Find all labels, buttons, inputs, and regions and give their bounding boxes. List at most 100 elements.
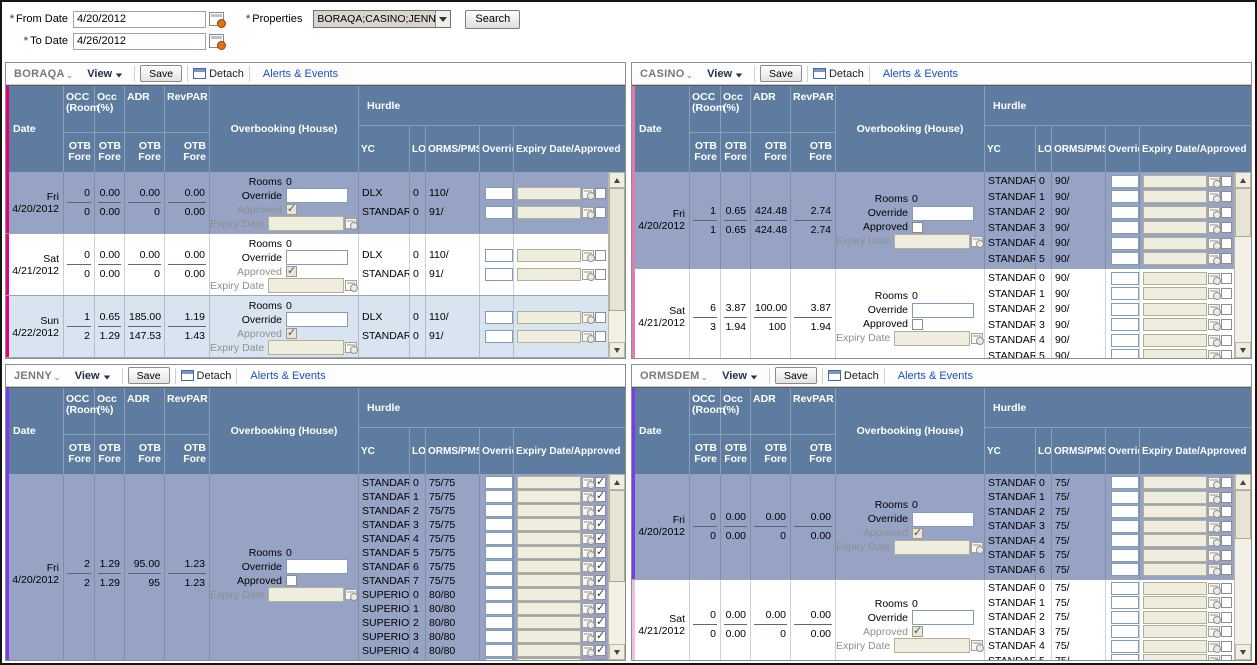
- expiry-date-input[interactable]: [268, 340, 344, 355]
- approved-checkbox[interactable]: [286, 326, 297, 339]
- hurdle-approved-checkbox[interactable]: [1221, 334, 1232, 346]
- hurdle-expiry-calendar-icon[interactable]: [1208, 582, 1221, 595]
- hurdle-expiry-calendar-icon[interactable]: [582, 575, 595, 587]
- hurdle-approved-checkbox[interactable]: [595, 187, 606, 199]
- hurdle-override-input[interactable]: [485, 644, 513, 657]
- override-input[interactable]: [286, 559, 348, 574]
- scrollbar-thumb[interactable]: [1235, 490, 1251, 540]
- hurdle-expiry-calendar-icon[interactable]: [1208, 611, 1221, 624]
- hurdle-override-input[interactable]: [1111, 476, 1139, 490]
- hurdle-approved-checkbox[interactable]: [595, 546, 606, 558]
- hurdle-override-input[interactable]: [485, 546, 513, 559]
- hurdle-override-input[interactable]: [1111, 548, 1139, 562]
- hurdle-approved-checkbox[interactable]: [595, 658, 606, 660]
- view-menu-button[interactable]: View: [722, 370, 758, 382]
- hurdle-expiry-calendar-icon[interactable]: [1208, 253, 1221, 266]
- hurdle-expiry-calendar-icon[interactable]: [1208, 655, 1221, 660]
- alerts-events-link[interactable]: Alerts & Events: [882, 67, 959, 80]
- hurdle-expiry-input[interactable]: [517, 186, 581, 200]
- hurdle-expiry-input[interactable]: [517, 532, 581, 545]
- hurdle-expiry-calendar-icon[interactable]: [582, 206, 595, 219]
- hurdle-override-input[interactable]: [485, 205, 513, 219]
- hurdle-override-input[interactable]: [1111, 271, 1139, 285]
- hurdle-expiry-calendar-icon[interactable]: [1208, 564, 1221, 577]
- hurdle-approved-checkbox[interactable]: [1221, 491, 1232, 503]
- hurdle-expiry-input[interactable]: [1143, 271, 1207, 285]
- hurdle-expiry-calendar-icon[interactable]: [582, 268, 595, 281]
- expiry-date-input[interactable]: [268, 587, 344, 602]
- hurdle-override-input[interactable]: [1111, 581, 1139, 595]
- override-input[interactable]: [286, 312, 348, 327]
- properties-dropdown-arrow[interactable]: [435, 11, 451, 27]
- hurdle-override-input[interactable]: [485, 602, 513, 615]
- override-input[interactable]: [912, 511, 974, 527]
- hurdle-approved-checkbox[interactable]: [595, 206, 606, 218]
- from-date-input[interactable]: [73, 10, 206, 28]
- hurdle-override-input[interactable]: [485, 329, 513, 343]
- hurdle-approved-checkbox[interactable]: [1221, 626, 1232, 638]
- hurdle-expiry-input[interactable]: [517, 616, 581, 629]
- hurdle-override-input[interactable]: [1111, 333, 1139, 347]
- hurdle-expiry-input[interactable]: [1143, 581, 1207, 595]
- hurdle-expiry-calendar-icon[interactable]: [1208, 237, 1221, 250]
- hurdle-override-input[interactable]: [485, 518, 513, 531]
- approved-checkbox[interactable]: [912, 526, 923, 539]
- hurdle-expiry-input[interactable]: [1143, 190, 1207, 204]
- scrollbar-track[interactable]: [609, 188, 625, 342]
- hurdle-expiry-input[interactable]: [1143, 302, 1207, 316]
- expiry-calendar-icon[interactable]: [345, 342, 358, 354]
- hurdle-expiry-calendar-icon[interactable]: [582, 477, 595, 489]
- hurdle-override-input[interactable]: [1111, 174, 1139, 188]
- hurdle-approved-checkbox[interactable]: [1221, 535, 1232, 547]
- hurdle-approved-checkbox[interactable]: [595, 518, 606, 530]
- hurdle-expiry-calendar-icon[interactable]: [582, 631, 595, 643]
- vertical-scrollbar[interactable]: [1234, 172, 1251, 358]
- hurdle-approved-checkbox[interactable]: [1221, 319, 1232, 331]
- override-input[interactable]: [286, 188, 348, 203]
- scroll-down-button[interactable]: [1235, 644, 1251, 660]
- hurdle-expiry-calendar-icon[interactable]: [1208, 491, 1221, 504]
- hurdle-expiry-calendar-icon[interactable]: [1208, 319, 1221, 332]
- hurdle-expiry-input[interactable]: [1143, 252, 1207, 266]
- hurdle-expiry-input[interactable]: [1143, 625, 1207, 639]
- hurdle-override-input[interactable]: [1111, 563, 1139, 577]
- hurdle-approved-checkbox[interactable]: [595, 616, 606, 628]
- hurdle-expiry-calendar-icon[interactable]: [1208, 535, 1221, 548]
- expiry-calendar-icon[interactable]: [971, 640, 984, 652]
- scroll-up-button[interactable]: [1235, 474, 1251, 490]
- hurdle-expiry-calendar-icon[interactable]: [1208, 288, 1221, 301]
- approved-checkbox[interactable]: [286, 264, 297, 277]
- hurdle-expiry-input[interactable]: [1143, 654, 1207, 660]
- approved-checkbox[interactable]: [912, 221, 923, 233]
- hurdle-override-input[interactable]: [1111, 505, 1139, 519]
- hurdle-expiry-input[interactable]: [517, 267, 581, 281]
- hurdle-override-input[interactable]: [485, 490, 513, 503]
- hurdle-expiry-calendar-icon[interactable]: [582, 603, 595, 615]
- hurdle-approved-checkbox[interactable]: [1221, 237, 1232, 249]
- hurdle-expiry-calendar-icon[interactable]: [582, 505, 595, 517]
- expiry-date-input[interactable]: [894, 539, 970, 555]
- override-input[interactable]: [286, 250, 348, 265]
- view-menu-button[interactable]: View: [87, 68, 123, 80]
- approved-checkbox[interactable]: [912, 318, 923, 330]
- hurdle-expiry-input[interactable]: [517, 476, 581, 489]
- detach-button[interactable]: Detach: [827, 370, 879, 382]
- detach-button[interactable]: Detach: [812, 68, 864, 80]
- hurdle-expiry-calendar-icon[interactable]: [582, 519, 595, 531]
- hurdle-override-input[interactable]: [1111, 236, 1139, 250]
- hurdle-approved-checkbox[interactable]: [1221, 564, 1232, 576]
- hurdle-approved-checkbox[interactable]: [1221, 597, 1232, 609]
- panel-menu-caret-icon[interactable]: ⌄: [53, 372, 61, 382]
- approved-checkbox[interactable]: [286, 202, 297, 215]
- hurdle-expiry-calendar-icon[interactable]: [1208, 175, 1221, 188]
- hurdle-expiry-input[interactable]: [1143, 519, 1207, 533]
- hurdle-expiry-input[interactable]: [517, 602, 581, 615]
- to-date-calendar-icon[interactable]: [209, 34, 226, 50]
- hurdle-expiry-calendar-icon[interactable]: [1208, 350, 1221, 358]
- hurdle-expiry-calendar-icon[interactable]: [1208, 549, 1221, 562]
- hurdle-expiry-input[interactable]: [517, 248, 581, 262]
- approved-checkbox[interactable]: [286, 575, 297, 586]
- hurdle-expiry-calendar-icon[interactable]: [582, 187, 595, 200]
- hurdle-approved-checkbox[interactable]: [595, 311, 606, 323]
- hurdle-approved-checkbox[interactable]: [1221, 350, 1232, 358]
